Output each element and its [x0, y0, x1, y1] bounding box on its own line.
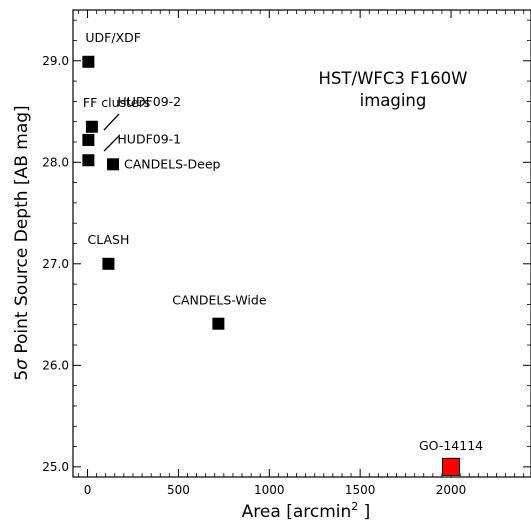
point-udf-xdf: [82, 55, 95, 68]
x-axis-title-superscript: 2: [351, 500, 358, 513]
y-tick-label: 26.0: [42, 358, 69, 372]
annotation-line-2: imaging: [360, 91, 427, 110]
point-label-candels-deep: CANDELS-Deep: [124, 156, 221, 171]
y-axis-title: 5σ Point Source Depth [AB mag]: [12, 105, 32, 380]
y-tick-label: 28.0: [42, 155, 69, 169]
label-connectors: [103, 113, 120, 152]
point-candels-wide: [212, 317, 225, 330]
x-tick-label: 500: [167, 483, 190, 497]
point-hudf09-2: [82, 133, 95, 146]
annotation-line-1: HST/WFC3 F160W: [319, 69, 468, 88]
x-tick-label: 0: [84, 483, 92, 497]
x-tick-label: 1000: [254, 483, 285, 497]
point-go-14114: [442, 457, 461, 476]
x-axis-title: Area [arcmin2 ]: [242, 500, 371, 521]
point-label-go-14114: GO-14114: [419, 438, 483, 453]
point-candels-deep: [106, 158, 119, 171]
x-tick-label: 1500: [345, 483, 376, 497]
axis-ticks: 0 500 1000 1500 2000 25.0 26.0 27.0 28.0 29.0: [42, 10, 531, 497]
data-points: [82, 55, 461, 476]
point-label-candels-wide: CANDELS-Wide: [172, 293, 267, 308]
point-ff-clusters: [85, 120, 98, 133]
point-label-hudf09-1: HUDF09-1: [117, 131, 181, 146]
point-label-hudf09-2: HUDF09-2: [117, 94, 181, 109]
point-clash: [102, 257, 115, 270]
x-axis-title-main: Area [arcmin: [242, 502, 352, 521]
y-axis-title-pre: 5: [12, 370, 32, 381]
y-tick-label: 25.0: [42, 460, 69, 474]
point-label-clash: CLASH: [88, 232, 130, 247]
x-tick-label: 2000: [436, 483, 467, 497]
x-axis-title-end: ]: [358, 502, 370, 521]
y-axis-title-post: Point Source Depth [AB mag]: [12, 105, 32, 359]
plot-frame: [72, 9, 531, 478]
point-hudf09-1: [82, 154, 95, 167]
hudf09-1-connector: [103, 135, 120, 152]
y-tick-label: 29.0: [42, 54, 69, 68]
y-tick-label: 27.0: [42, 257, 69, 271]
hudf09-2-connector: [103, 113, 120, 131]
point-label-udf-xdf: UDF/XDF: [85, 30, 141, 45]
point-label-ff-clusters: FF clusters: [83, 95, 150, 110]
y-axis-title-sigma: σ: [12, 358, 32, 370]
